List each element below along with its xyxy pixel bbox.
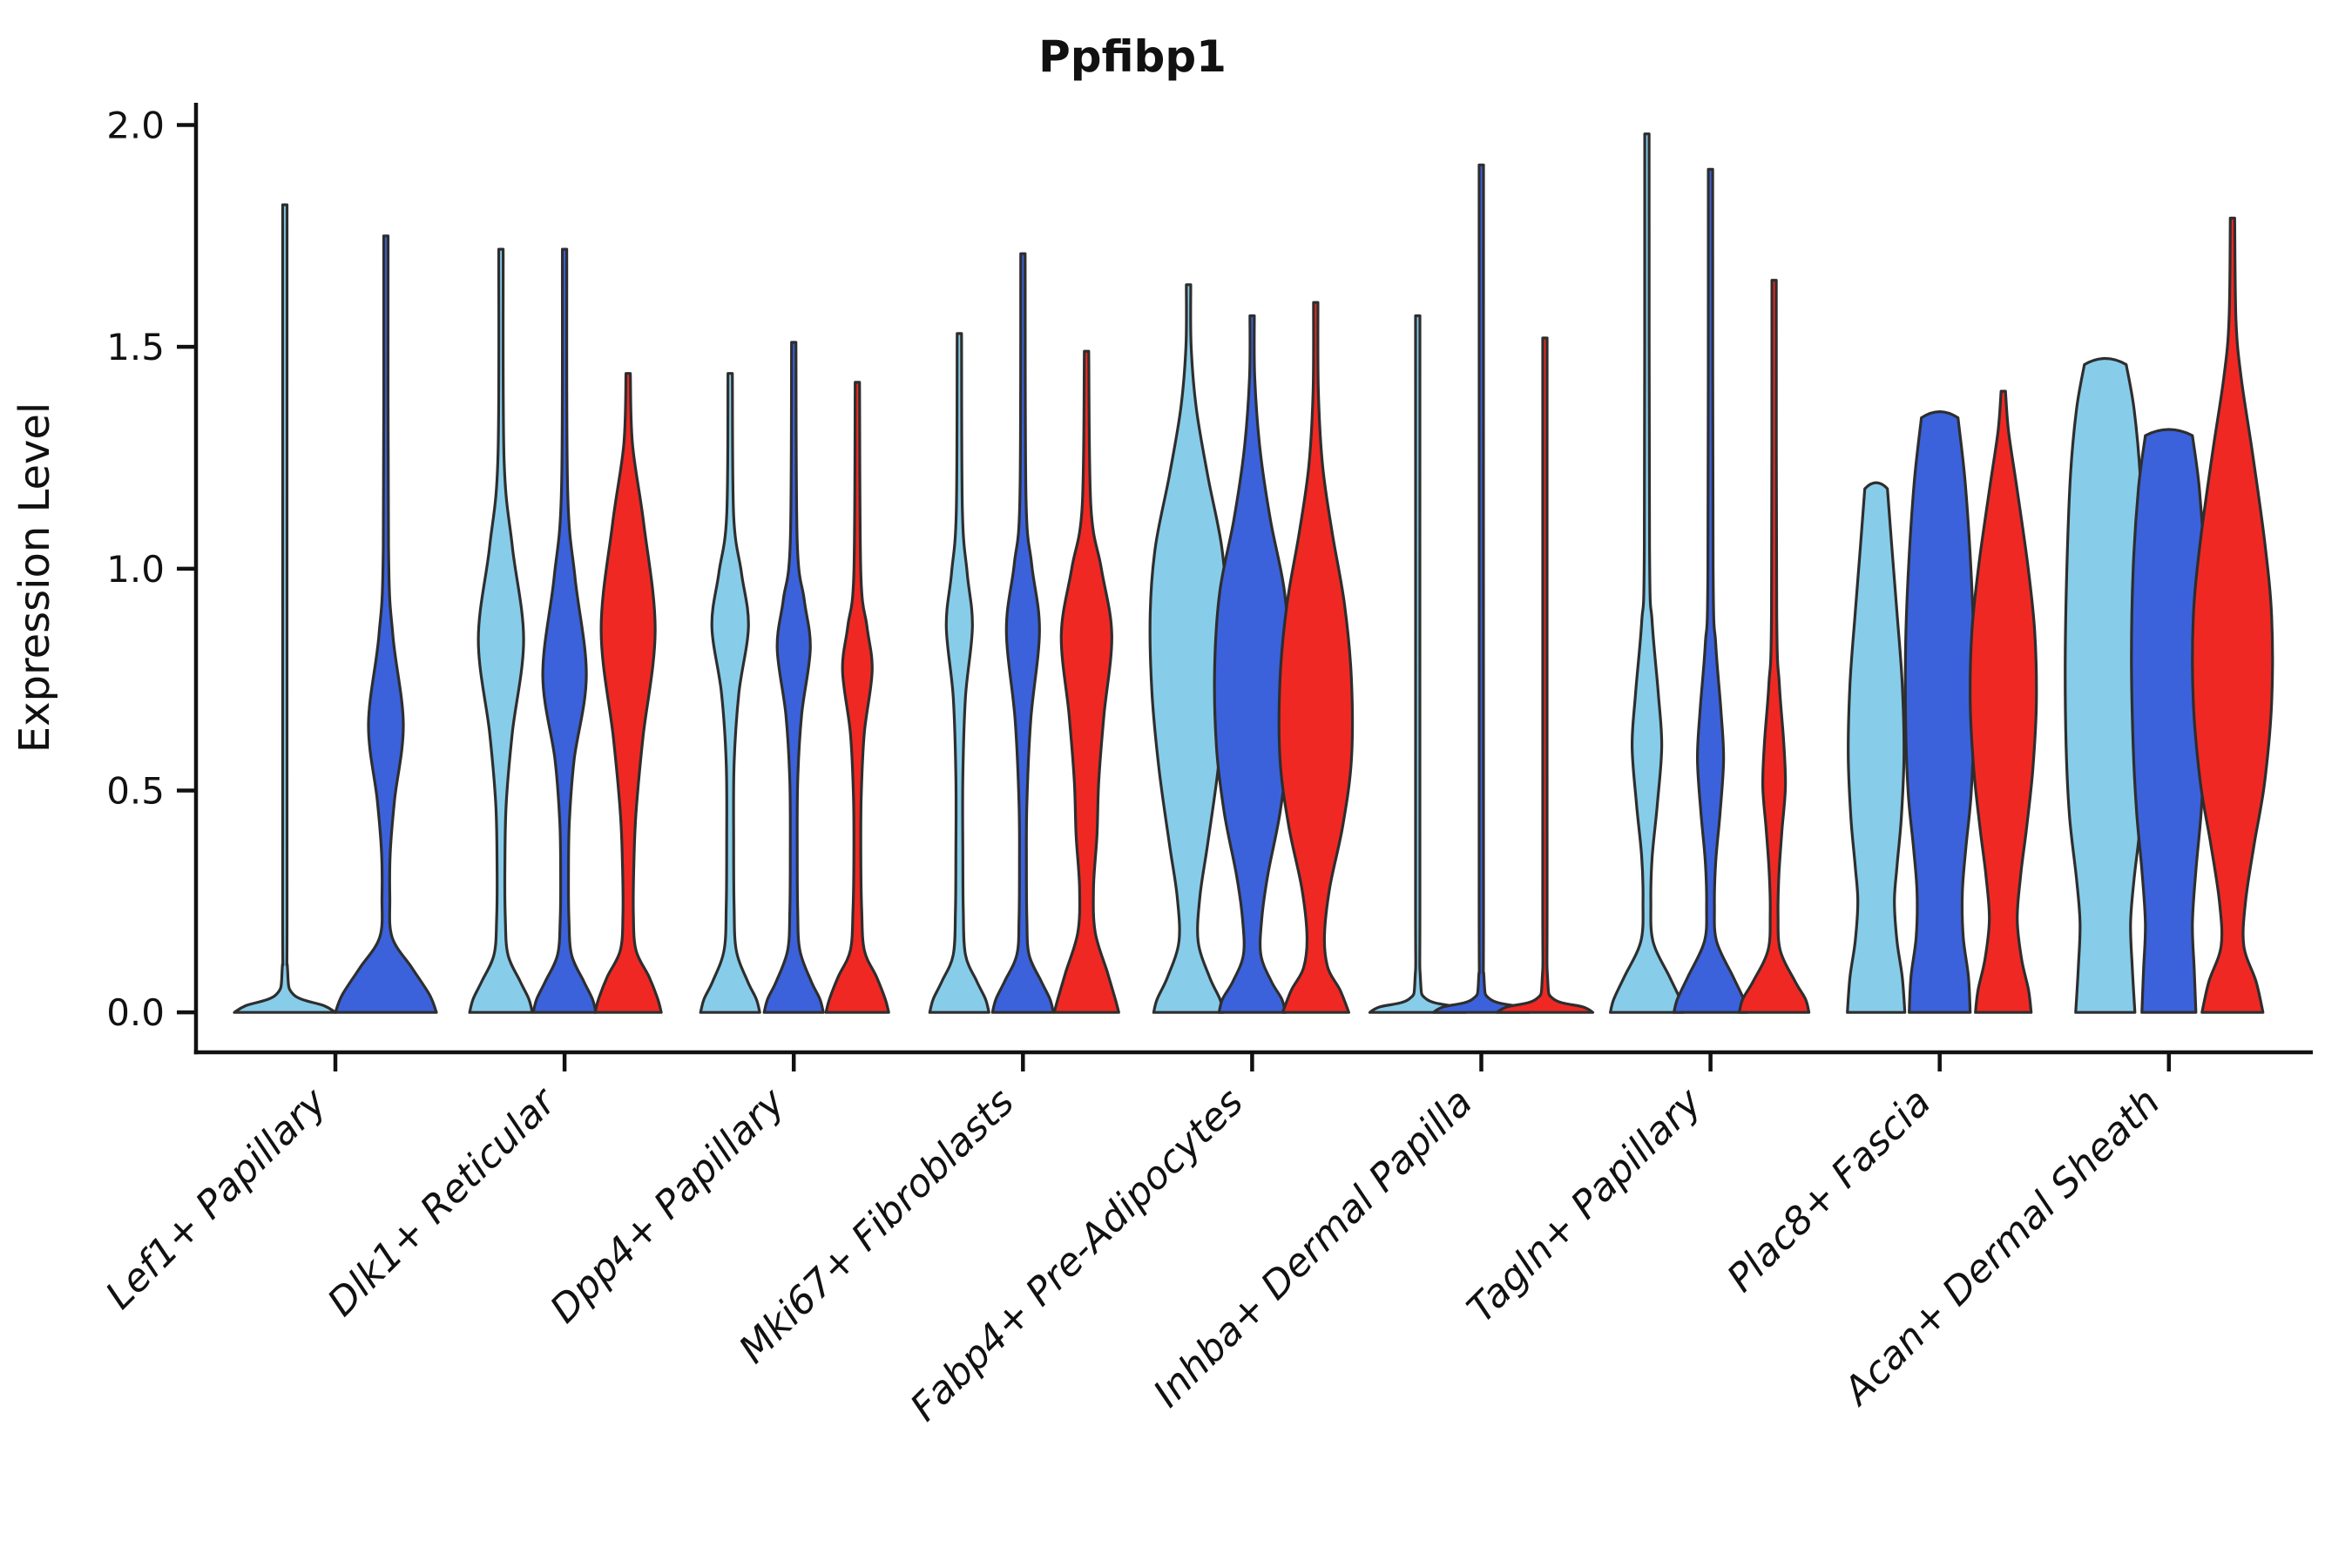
violin-royal-blue bbox=[1673, 167, 1749, 1014]
y-axis-label: Expression Level bbox=[10, 402, 59, 754]
violin-red bbox=[593, 372, 663, 1014]
violin-red bbox=[2191, 216, 2274, 1014]
x-tick-label: Plac8+ Fascia bbox=[1719, 1080, 1939, 1301]
x-tick-label: Dlk1+ Reticular bbox=[320, 1078, 566, 1325]
violin-royal-blue bbox=[531, 247, 598, 1014]
violin-royal-blue bbox=[990, 252, 1055, 1014]
chart-title: Ppfibp1 bbox=[1038, 31, 1227, 82]
violin-light-blue bbox=[1846, 481, 1907, 1014]
y-tick-label: 2.0 bbox=[106, 104, 165, 146]
violin-red bbox=[824, 381, 890, 1014]
x-tick-label: Tagln+ Papillary bbox=[1459, 1079, 1711, 1331]
violin-red bbox=[1495, 336, 1595, 1014]
violin-light-blue bbox=[699, 372, 761, 1014]
x-tick-label: Lef1+ Papillary bbox=[98, 1079, 336, 1318]
violin-light-blue bbox=[233, 203, 337, 1014]
violin-red bbox=[1738, 279, 1811, 1014]
y-tick-label: 0.0 bbox=[106, 991, 165, 1034]
violin-light-blue bbox=[468, 247, 534, 1014]
violin-royal-blue bbox=[1431, 163, 1531, 1014]
x-tick-label: Dpp4+ Papillary bbox=[542, 1079, 794, 1332]
violin-royal-blue bbox=[762, 341, 825, 1014]
violin-light-blue bbox=[928, 332, 990, 1014]
y-tick-label: 1.0 bbox=[106, 548, 165, 591]
violin-royal-blue bbox=[1213, 314, 1292, 1014]
y-tick-label: 1.5 bbox=[106, 326, 165, 368]
violin-light-blue bbox=[1368, 314, 1468, 1014]
violin-royal-blue bbox=[1903, 410, 1976, 1014]
violin-royal-blue bbox=[334, 234, 438, 1014]
y-tick-label: 0.5 bbox=[106, 769, 165, 812]
violin-red bbox=[1052, 349, 1120, 1014]
violins bbox=[233, 132, 2274, 1014]
violin-red bbox=[1969, 389, 2038, 1014]
violin-red bbox=[1277, 301, 1355, 1014]
violin-light-blue bbox=[1609, 132, 1686, 1014]
